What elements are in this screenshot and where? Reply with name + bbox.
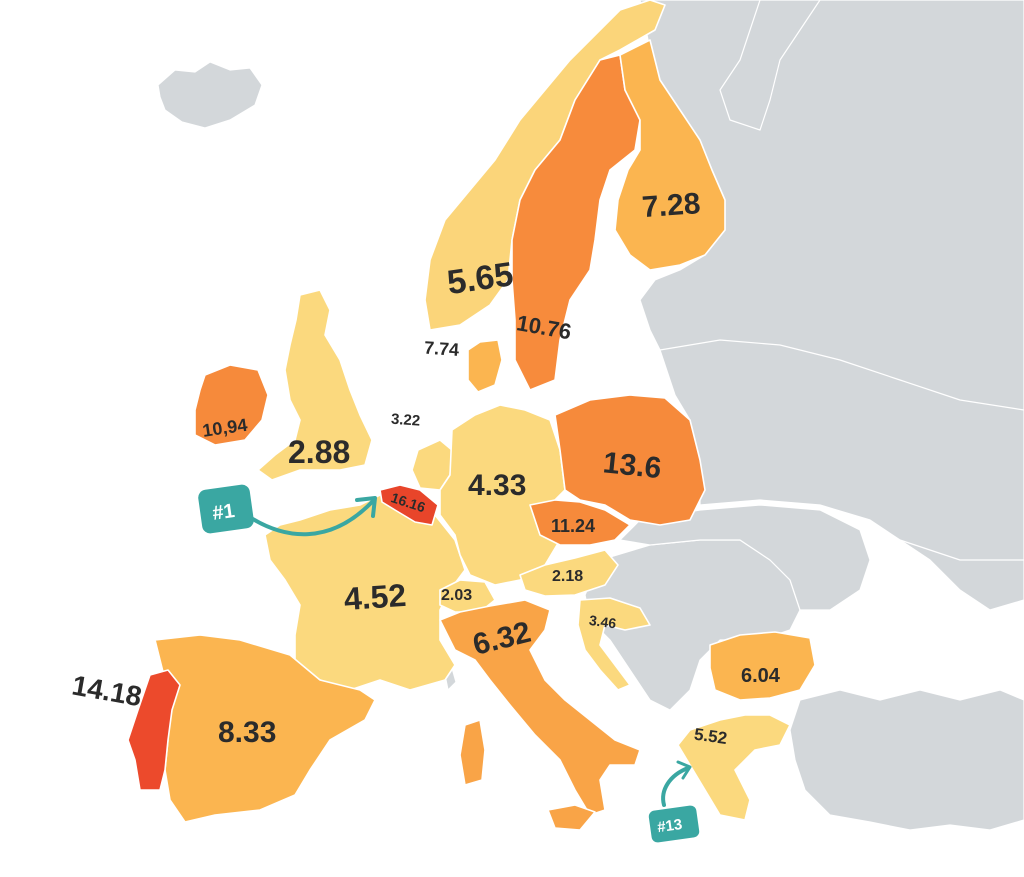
label-netherlands: 3.22 — [390, 411, 420, 430]
label-germany: 4.33 — [468, 469, 526, 502]
country-belgium[interactable] — [379, 484, 439, 526]
country-denmark[interactable] — [467, 339, 503, 393]
country-czechia[interactable] — [529, 499, 631, 546]
label-norway: 5.65 — [445, 255, 516, 302]
country-finland[interactable] — [614, 39, 726, 271]
label-switzerland: 2.03 — [441, 587, 472, 604]
country-uk[interactable] — [257, 289, 373, 481]
rank-13-annotation: #13 — [648, 760, 700, 843]
iceland — [157, 61, 263, 129]
label-austria: 2.18 — [552, 568, 583, 585]
turkey — [789, 689, 1024, 831]
rank-1-annotation: #1 — [198, 484, 377, 537]
rank-1-arrowhead — [355, 496, 377, 518]
hungary-romania — [619, 504, 871, 611]
country-greece[interactable] — [677, 714, 791, 821]
label-france: 4.52 — [343, 577, 408, 617]
rank-1-badge-text: #1 — [211, 500, 236, 525]
country-sweden[interactable] — [511, 54, 641, 391]
rank-1-badge: #1 — [198, 484, 254, 534]
non-data-land — [157, 0, 1024, 831]
label-croatia: 3.46 — [588, 612, 617, 632]
rank-13-badge-text: #13 — [656, 816, 683, 836]
data-countries — [127, 0, 816, 831]
value-labels: 16.16 14.18 13.6 11.24 10,94 10.76 8.33 … — [70, 187, 781, 749]
label-bulgaria: 6.04 — [741, 665, 781, 687]
country-portugal[interactable] — [127, 669, 181, 791]
label-finland: 7.28 — [641, 187, 702, 224]
label-poland: 13.6 — [601, 446, 663, 485]
country-poland[interactable] — [554, 394, 706, 526]
label-greece: 5.52 — [693, 725, 728, 748]
label-czechia: 11.24 — [551, 516, 595, 536]
country-sicily[interactable] — [547, 804, 596, 831]
country-croatia[interactable] — [577, 597, 651, 691]
russia-north-coast — [719, 0, 821, 131]
country-ireland[interactable] — [194, 364, 269, 446]
label-denmark: 7.74 — [423, 338, 459, 360]
country-sardinia[interactable] — [459, 719, 486, 786]
rank-13-arrowhead — [676, 760, 692, 780]
label-spain: 8.33 — [218, 716, 276, 749]
rank-1-arrow — [246, 500, 374, 537]
rank-13-badge: #13 — [648, 805, 700, 843]
country-austria[interactable] — [519, 549, 619, 597]
country-bulgaria[interactable] — [709, 631, 816, 701]
rank-13-arrow — [661, 766, 690, 807]
country-italy[interactable] — [439, 599, 641, 816]
label-uk: 2.88 — [288, 434, 350, 470]
